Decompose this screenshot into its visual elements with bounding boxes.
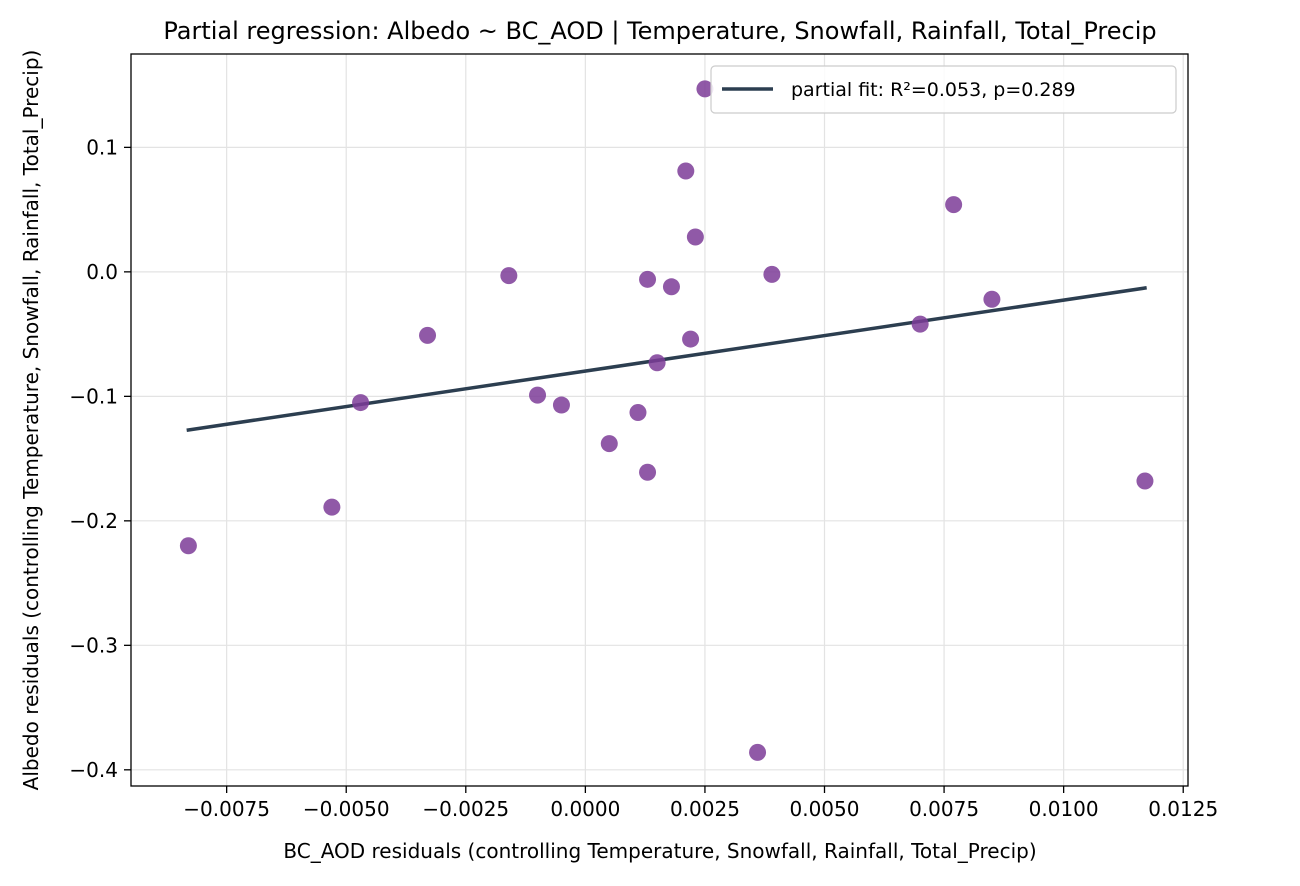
y-tick-label: −0.3 [69,633,118,657]
partial-fit-line [186,286,1147,432]
x-tick-label: 0.0075 [909,797,979,821]
scatter-point [662,278,680,296]
scatter-point [552,396,570,414]
scatter-point [639,463,657,481]
y-axis-label: Albedo residuals (controlling Temperatur… [19,50,43,791]
x-tick-label: −0.0050 [303,797,390,821]
y-tick-label: 0.1 [86,135,118,159]
y-tick-label: −0.1 [69,384,118,408]
scatter-point [500,267,518,285]
x-axis-label: BC_AOD residuals (controlling Temperatur… [283,839,1036,863]
x-tick-label: 0.0100 [1029,797,1099,821]
scatter-point [179,537,197,555]
plot-frame [130,53,1189,787]
chart-title: Partial regression: Albedo ~ BC_AOD | Te… [163,17,1156,45]
fit-line-layer [186,286,1147,432]
scatter-point [686,228,704,246]
legend-box [710,65,1177,114]
scatter-point [696,80,714,98]
scatter-point [983,290,1001,308]
y-tick-label: −0.4 [69,758,118,782]
y-axis-ticks: 0.1 0.0 −0.1 −0.2 −0.3 −0.4 [69,135,131,782]
scatter-point [529,386,547,404]
x-tick-label: 0.0000 [550,797,620,821]
scatter-point [600,435,618,453]
scatter-point [763,265,781,283]
scatter-point [682,330,700,348]
y-tick-label: −0.2 [69,509,118,533]
scatter-point [639,270,657,288]
x-tick-label: 0.0050 [790,797,860,821]
x-axis-ticks: −0.0075 −0.0050 −0.0025 0.0000 0.0025 0.0050 0… [183,786,1218,821]
scatter-point [677,162,695,180]
x-tick-label: 0.0025 [670,797,740,821]
scatter-point [352,394,370,412]
y-tick-label: 0.0 [86,260,118,284]
scatter-point [648,354,666,372]
grid [131,54,1188,786]
x-tick-label: −0.0075 [183,797,270,821]
scatter-points [179,80,1154,761]
scatter-point [911,315,929,333]
legend: partial fit: R²=0.053, p=0.289 [710,65,1177,114]
scatter-point [629,404,647,422]
scatter-point [1136,472,1154,490]
x-tick-label: 0.0125 [1148,797,1218,821]
scatter-point [323,498,341,516]
legend-fit-label: partial fit: R²=0.053, p=0.289 [791,79,1076,101]
scatter-point [749,743,767,761]
x-tick-label: −0.0025 [422,797,509,821]
scatter-point [419,326,437,344]
scatter-point [945,196,963,214]
